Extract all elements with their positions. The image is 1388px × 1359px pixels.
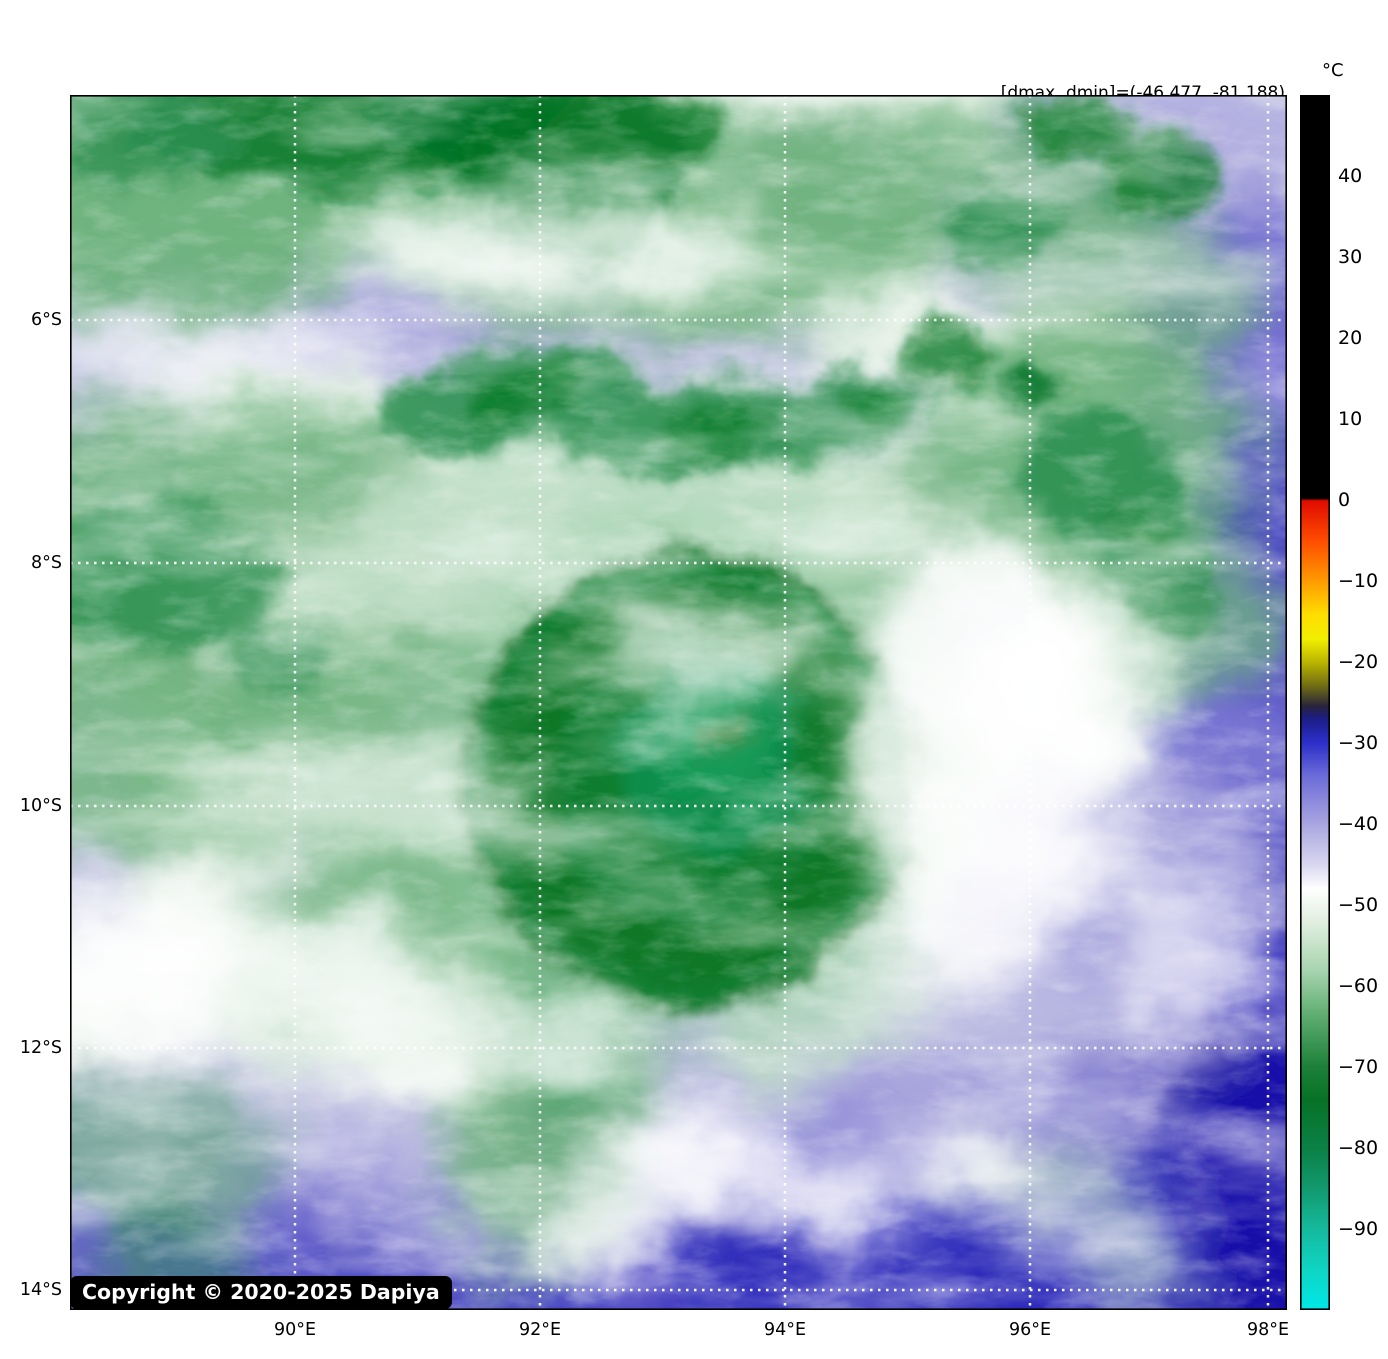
colorbar-unit-label: °C — [1322, 60, 1344, 81]
colorbar-tick-label: 20 — [1338, 327, 1363, 349]
colorbar-tick-label: −10 — [1338, 570, 1379, 592]
colorbar-tick-label: 30 — [1338, 246, 1363, 268]
colorbar — [1300, 95, 1330, 1310]
map-border — [70, 95, 1287, 1310]
colorbar-tick-label: −60 — [1338, 975, 1379, 997]
lon-tick-label: 92°E — [518, 1320, 562, 1340]
colorbar-tick-label: −80 — [1338, 1137, 1379, 1159]
colorbar-tick-label: 0 — [1338, 489, 1351, 511]
colorbar-tick-label: −90 — [1338, 1218, 1379, 1240]
lat-tick-label: 6°S — [31, 310, 62, 330]
colorbar-tick-label: −20 — [1338, 651, 1379, 673]
colorbar-tick-label: 10 — [1338, 408, 1363, 430]
lon-tick-label: 94°E — [763, 1320, 807, 1340]
colorbar-tick-label: −50 — [1338, 894, 1379, 916]
lat-tick-label: 10°S — [19, 796, 62, 816]
colorbar-tick-label: 40 — [1338, 165, 1363, 187]
lon-tick-label: 96°E — [1008, 1320, 1052, 1340]
lat-tick-label: 8°S — [31, 553, 62, 573]
lat-tick-label: 12°S — [19, 1038, 62, 1058]
lon-tick-label: 98°E — [1246, 1320, 1290, 1340]
colorbar-gradient — [1300, 95, 1330, 1310]
colorbar-tick-label: −40 — [1338, 813, 1379, 835]
cloud-texture-fine — [70, 95, 1287, 1310]
satellite-map-image — [70, 95, 1287, 1310]
colorbar-tick-label: −70 — [1338, 1056, 1379, 1078]
colorbar-tick-label: −30 — [1338, 732, 1379, 754]
colorbar-border — [1300, 95, 1330, 1310]
copyright-badge: Copyright © 2020-2025 Dapiya — [70, 1276, 452, 1309]
graticule — [70, 95, 1287, 1310]
lon-tick-label: 90°E — [273, 1320, 317, 1340]
lat-tick-label: 14°S — [19, 1280, 62, 1300]
